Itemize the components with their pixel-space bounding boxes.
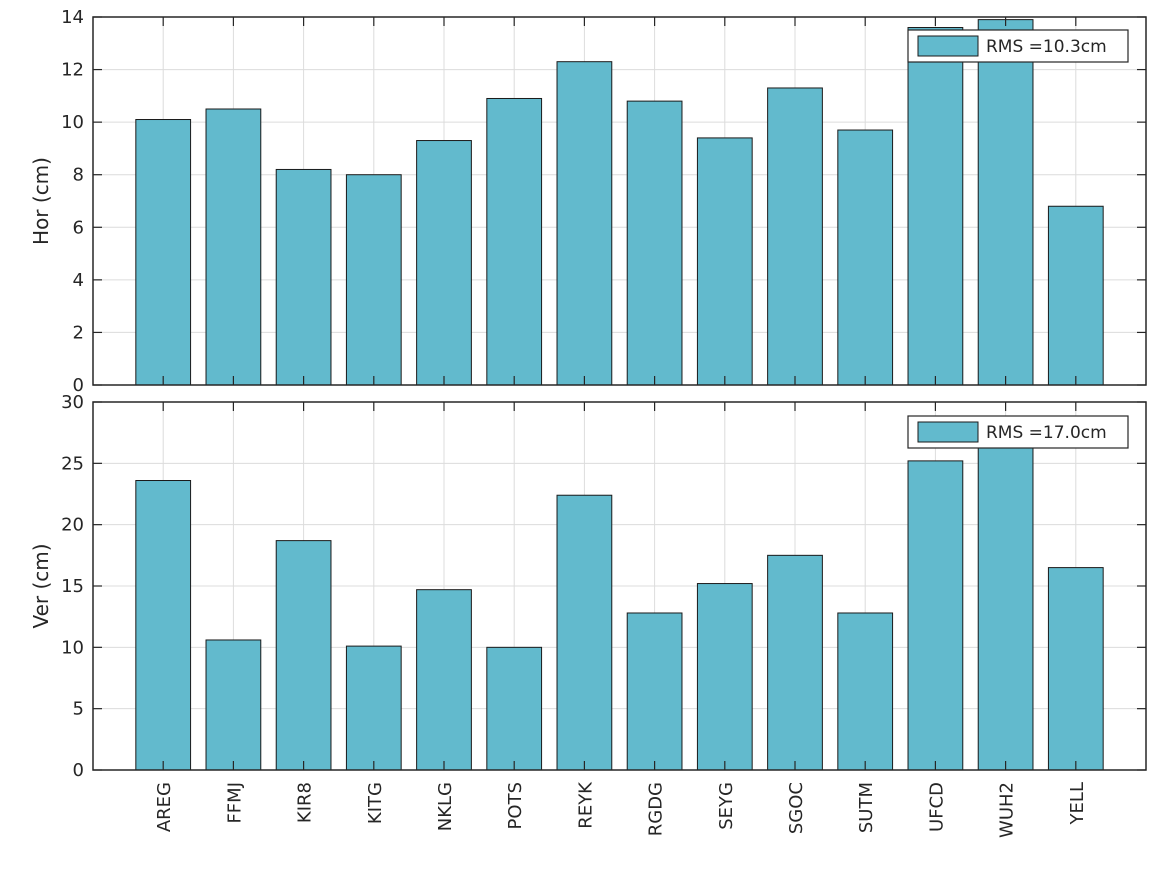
- y-tick-label: 4: [73, 270, 84, 291]
- y-tick-label: 20: [61, 515, 84, 536]
- axis-frame: [92, 16, 1147, 386]
- bar-wuh2: [977, 19, 1034, 386]
- bar-sgoc: [767, 554, 823, 771]
- bar-ufcd: [907, 460, 964, 771]
- x-tick-label: SUTM: [856, 782, 877, 833]
- bar-rgdg: [626, 100, 683, 386]
- chart-panel-2: 0 5 10 15 20 25 30 Ver (cm) RMS =17.0cm AREG FFMJ K…: [29, 392, 1147, 838]
- bar-pots: [486, 97, 543, 386]
- bar-seyg: [696, 137, 753, 386]
- y-tick-label: 6: [73, 217, 84, 238]
- bar-yell: [1047, 567, 1104, 771]
- x-tick-label: KITG: [365, 782, 386, 824]
- y-tick-label: 15: [61, 576, 84, 597]
- y-tick-label: 0: [73, 760, 84, 781]
- bar-kir8: [275, 540, 332, 771]
- bar-kitg: [345, 645, 402, 771]
- x-tick-label: SEYG: [716, 782, 737, 830]
- y-tick-label: 25: [61, 453, 84, 474]
- legend-swatch: [917, 421, 979, 443]
- bar-yell: [1047, 205, 1104, 386]
- bar-nklg: [416, 140, 472, 386]
- bar-sutm: [837, 129, 894, 386]
- bar-ufcd: [907, 27, 964, 386]
- bar-sutm: [837, 612, 894, 771]
- x-tick-label: RGDG: [646, 782, 667, 836]
- y-tick-label: 2: [73, 322, 84, 343]
- y-tick-label: 10: [61, 112, 84, 133]
- y-tick-label: 5: [73, 699, 84, 720]
- y-tick-label: 12: [61, 60, 84, 81]
- x-tick-label: NKLG: [435, 782, 456, 831]
- x-tick-label: UFCD: [926, 782, 947, 832]
- x-tick-label: FFMJ: [224, 782, 245, 824]
- y-tick-label: 8: [73, 165, 84, 186]
- bar-rgdg: [626, 612, 683, 771]
- bar-kitg: [345, 174, 402, 386]
- bar-pots: [486, 646, 543, 771]
- bar-reyk: [556, 61, 613, 386]
- x-tick-label: YELL: [1067, 782, 1088, 825]
- x-tick-label: REYK: [575, 781, 596, 829]
- bar-seyg: [696, 583, 753, 771]
- legend-swatch: [917, 35, 979, 57]
- x-tick-label: AREG: [154, 782, 175, 832]
- chart-panel-1: 0 2 4 6 8 10 12 14 Hor (cm) RMS =10.3cm: [29, 7, 1147, 396]
- bar-ffmj: [205, 639, 262, 771]
- x-tick-label: WUH2: [997, 782, 1018, 838]
- bar-reyk: [556, 494, 613, 771]
- y-tick-label: 10: [61, 637, 84, 658]
- bar-nklg: [416, 589, 472, 771]
- legend-label: RMS =17.0cm: [986, 423, 1107, 443]
- y-tick-label: 30: [61, 392, 84, 413]
- bar-kir8: [275, 168, 332, 386]
- y-axis-title: Hor (cm): [29, 157, 53, 245]
- legend-label: RMS =10.3cm: [986, 37, 1107, 57]
- x-tick-label: SGOC: [786, 782, 807, 834]
- y-tick-label: 14: [61, 7, 84, 28]
- x-tick-label: KIR8: [295, 782, 316, 823]
- y-axis-title: Ver (cm): [29, 543, 53, 628]
- y-tick-label: 0: [73, 375, 84, 396]
- bar-ffmj: [205, 108, 262, 386]
- bar-wuh2: [977, 444, 1034, 771]
- bar-areg: [135, 119, 192, 386]
- bar-sgoc: [767, 87, 823, 386]
- bar-areg: [135, 480, 192, 771]
- x-tick-label: POTS: [505, 782, 526, 829]
